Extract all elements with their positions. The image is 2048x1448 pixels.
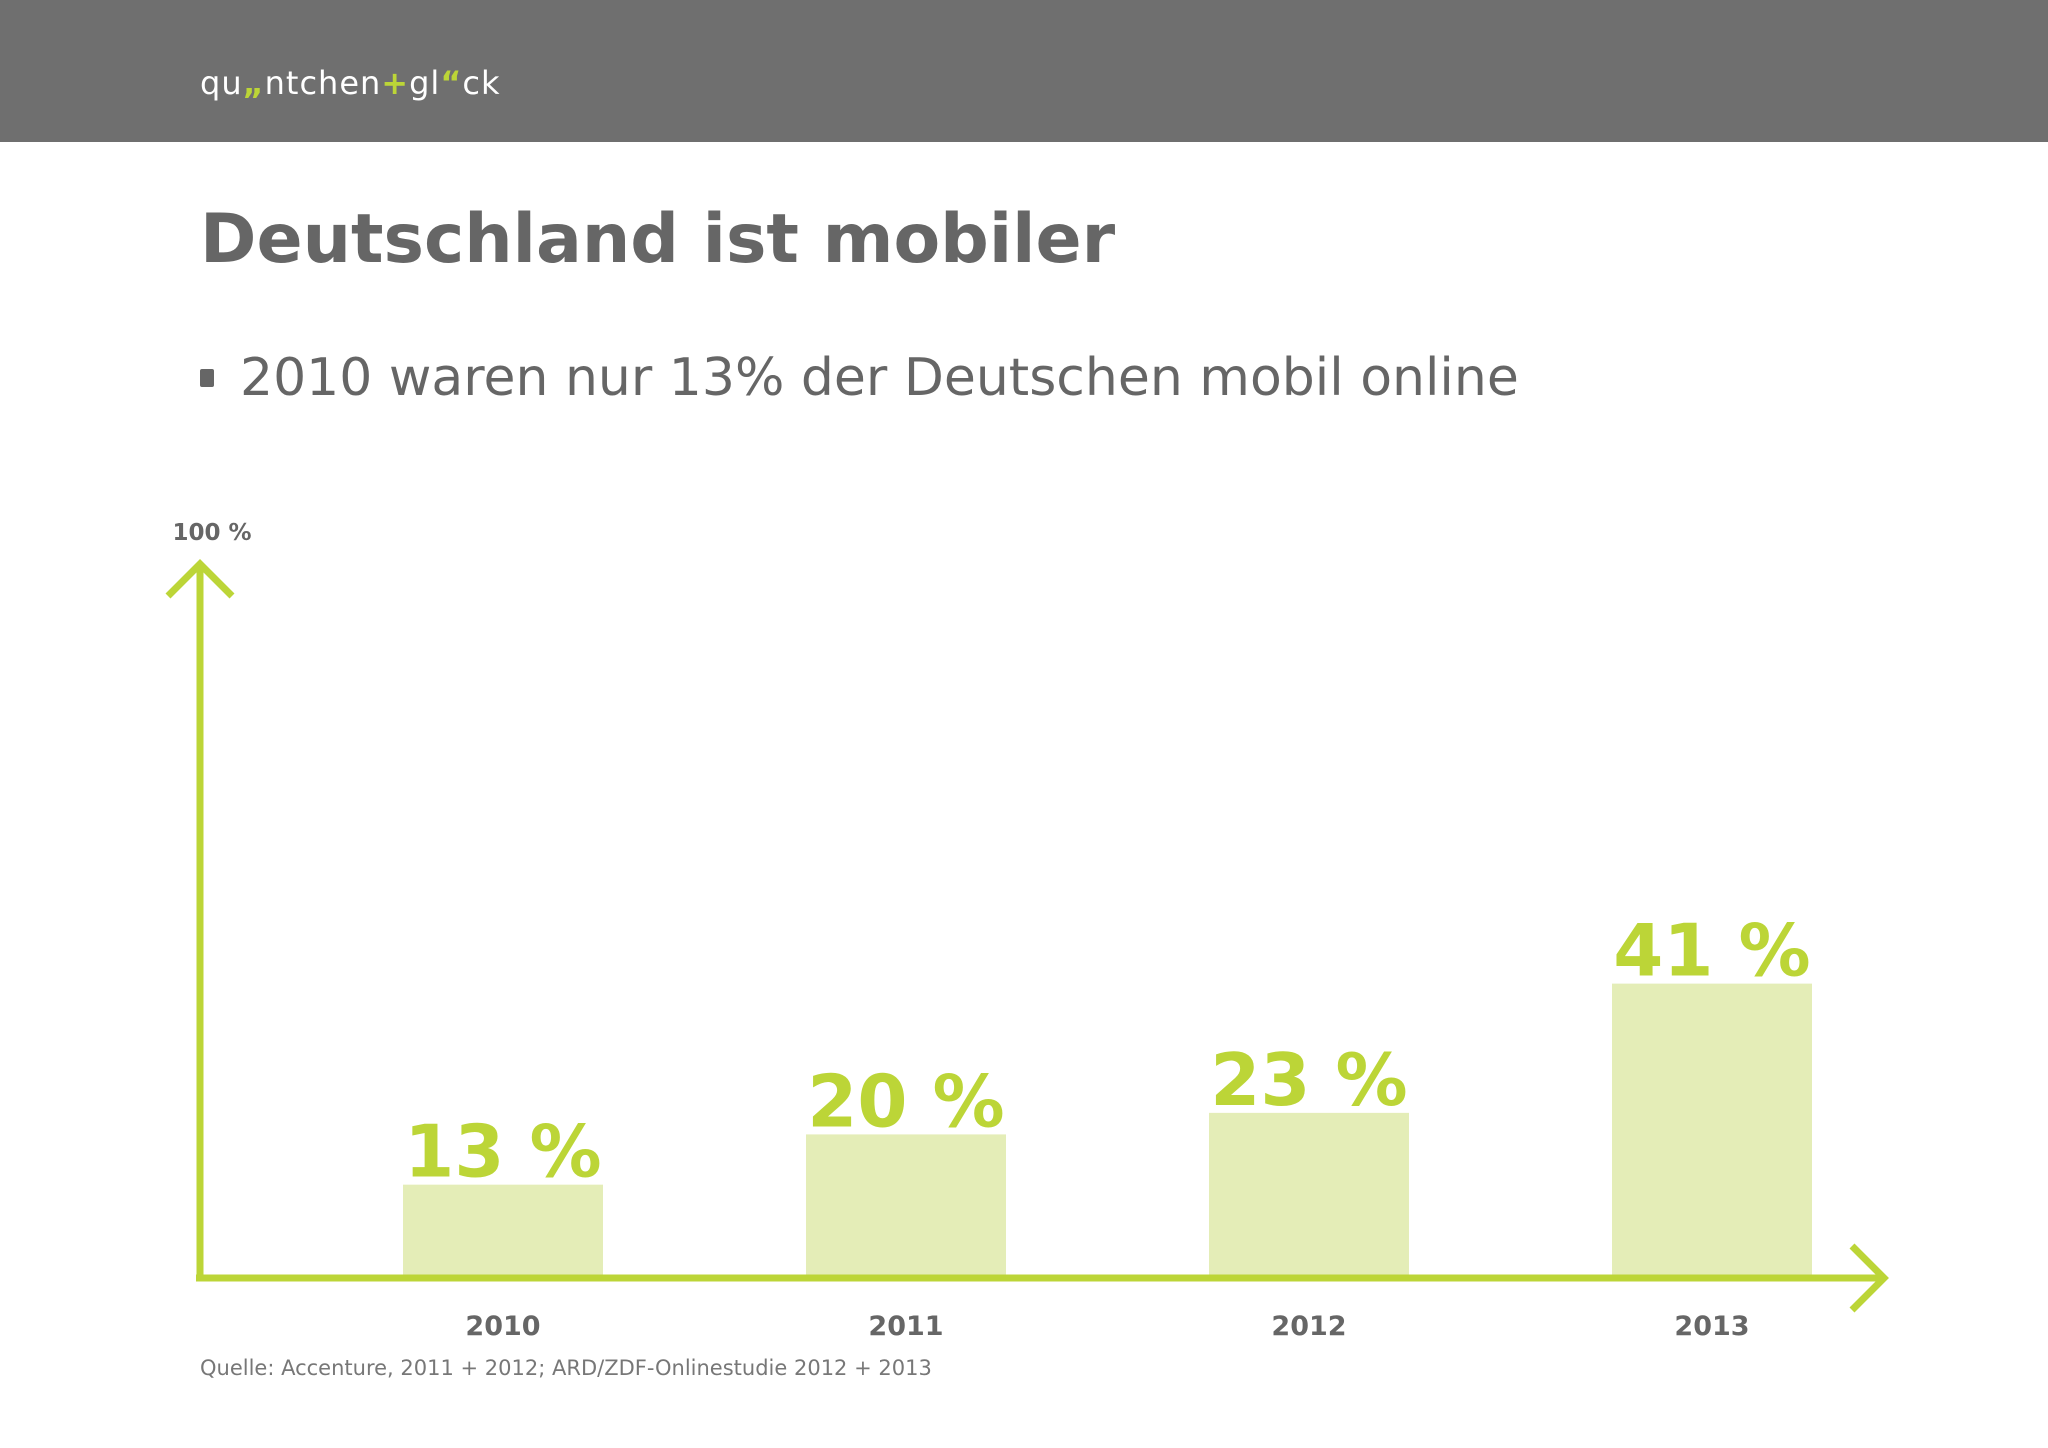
- bar: [806, 1134, 1006, 1278]
- x-tick-label: 2011: [868, 1311, 943, 1342]
- logo-part: “: [440, 64, 463, 102]
- bullet-item: 2010 waren nur 13% der Deutschen mobil o…: [200, 348, 1519, 408]
- bar-value-label: 20 %: [807, 1059, 1004, 1143]
- header-bar: qu„ntchen+gl“ck: [0, 0, 2048, 142]
- bar: [403, 1184, 603, 1278]
- x-tick-label: 2013: [1674, 1311, 1749, 1342]
- source-note: Quelle: Accenture, 2011 + 2012; ARD/ZDF-…: [200, 1356, 932, 1380]
- logo-part: ck: [462, 64, 501, 102]
- logo-part: ntchen: [264, 64, 382, 102]
- brand-logo: qu„ntchen+gl“ck: [200, 64, 500, 102]
- bar: [1612, 983, 1812, 1278]
- logo-part: +: [381, 64, 410, 102]
- bullet-icon: [200, 369, 214, 387]
- bar-value-label: 41 %: [1613, 909, 1810, 993]
- page-title: Deutschland ist mobiler: [200, 200, 1116, 279]
- bar: [1209, 1112, 1409, 1278]
- y-axis-arrow-icon: [165, 559, 235, 599]
- x-axis-arrow-icon: [1849, 1243, 1889, 1313]
- bullet-text: 2010 waren nur 13% der Deutschen mobil o…: [240, 348, 1519, 408]
- logo-part: „: [242, 64, 265, 102]
- x-tick-label: 2012: [1271, 1311, 1346, 1342]
- bar-value-label: 13 %: [404, 1110, 601, 1194]
- logo-part: qu: [200, 64, 243, 102]
- y-axis-top-label: 100 %: [172, 520, 251, 546]
- bar-value-label: 23 %: [1210, 1038, 1407, 1122]
- logo-part: gl: [409, 64, 441, 102]
- x-tick-label: 2010: [465, 1311, 540, 1342]
